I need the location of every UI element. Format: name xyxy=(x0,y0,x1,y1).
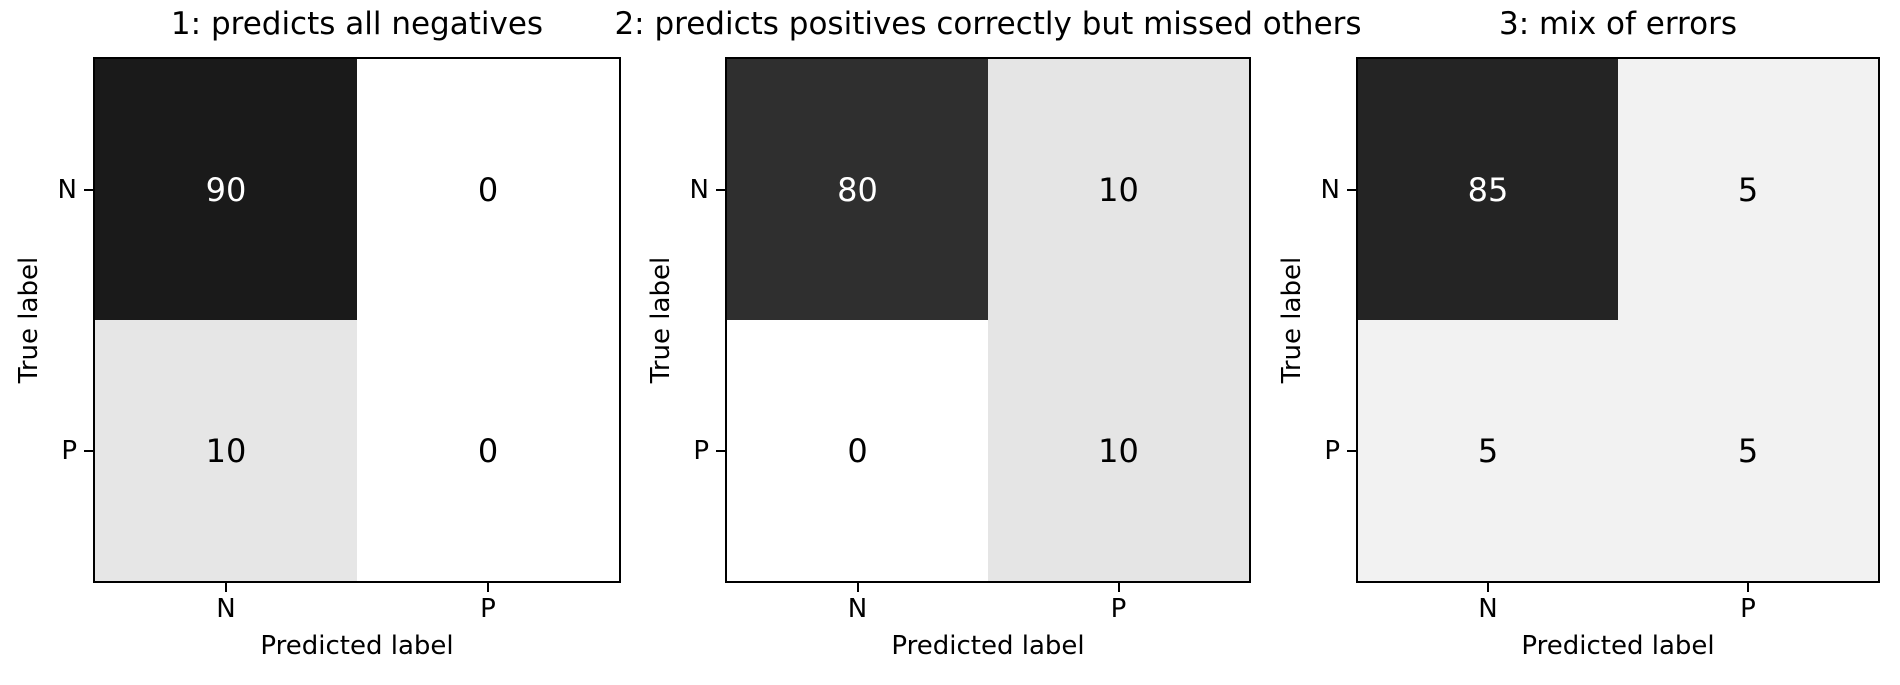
cell-true-p-pred-p: 10 xyxy=(988,320,1249,581)
y-tick-mark xyxy=(1347,188,1356,191)
x-tick-mark xyxy=(1117,583,1120,592)
y-tick-label: P xyxy=(1324,435,1340,466)
cell-true-n-pred-n: 80 xyxy=(727,59,988,320)
x-tick-mark xyxy=(487,583,489,592)
panel-3-title: 3: mix of errors xyxy=(1499,6,1737,42)
panel-2-matrix: 80 10 0 10 xyxy=(727,59,1249,581)
x-tick-label: N xyxy=(216,594,236,624)
cell-true-n-pred-n: 90 xyxy=(95,59,357,320)
panel-3-matrix: 85 5 5 5 xyxy=(1358,59,1878,581)
y-tick-label: P xyxy=(693,435,709,466)
cell-true-n-pred-p: 5 xyxy=(1618,59,1878,320)
x-tick-label: N xyxy=(847,594,868,624)
x-axis-label: Predicted label xyxy=(891,631,1085,661)
cell-true-p-pred-p: 0 xyxy=(357,320,619,581)
x-tick-label: P xyxy=(480,594,496,624)
panel-2: 2: predicts positives correctly but miss… xyxy=(614,0,1361,685)
panel-1-matrix: 90 0 10 0 xyxy=(95,59,619,581)
panel-2-title: 2: predicts positives correctly but miss… xyxy=(614,6,1362,42)
panel-2-axes: 80 10 0 10 N P N P Predicted label True … xyxy=(646,57,1251,661)
x-tick-label: P xyxy=(1740,594,1756,624)
x-tick-mark xyxy=(1487,583,1489,592)
x-tick-label: N xyxy=(1478,594,1498,624)
x-tick-label: P xyxy=(1110,594,1127,624)
y-tick-label: P xyxy=(61,435,77,466)
panel-3-axes: 85 5 5 5 N P N P Predicted label True la… xyxy=(1277,57,1880,661)
y-tick-mark xyxy=(1347,449,1356,452)
y-tick-mark xyxy=(716,188,725,191)
cell-true-p-pred-n: 0 xyxy=(727,320,988,581)
y-axis-label: True label xyxy=(646,256,676,384)
y-axis-label: True label xyxy=(1277,256,1307,384)
panel-1-axes: 90 0 10 0 N P N P Predicted label True l… xyxy=(14,57,621,661)
x-axis-label: Predicted label xyxy=(260,631,454,661)
x-axis-label: Predicted label xyxy=(1521,631,1715,661)
cell-true-n-pred-n: 85 xyxy=(1358,59,1618,320)
x-tick-mark xyxy=(225,583,227,592)
panel-3: 3: mix of errors 85 5 5 5 N P N P Predic… xyxy=(1277,0,1880,685)
x-tick-mark xyxy=(856,583,859,592)
cell-true-p-pred-p: 5 xyxy=(1618,320,1878,581)
cell-true-p-pred-n: 10 xyxy=(95,320,357,581)
panel-1: 1: predicts all negatives 90 0 10 0 N P … xyxy=(14,0,621,685)
x-tick-mark xyxy=(1747,583,1749,592)
y-axis-label: True label xyxy=(14,256,44,384)
y-tick-label: N xyxy=(1320,174,1340,205)
cell-true-n-pred-p: 0 xyxy=(357,59,619,320)
cell-true-n-pred-p: 10 xyxy=(988,59,1249,320)
y-tick-mark xyxy=(716,449,725,452)
y-tick-label: N xyxy=(57,174,77,205)
panel-1-title: 1: predicts all negatives xyxy=(170,6,544,42)
y-tick-mark xyxy=(84,449,93,452)
cell-true-p-pred-n: 5 xyxy=(1358,320,1618,581)
y-tick-mark xyxy=(84,188,93,191)
y-tick-label: N xyxy=(689,174,709,205)
